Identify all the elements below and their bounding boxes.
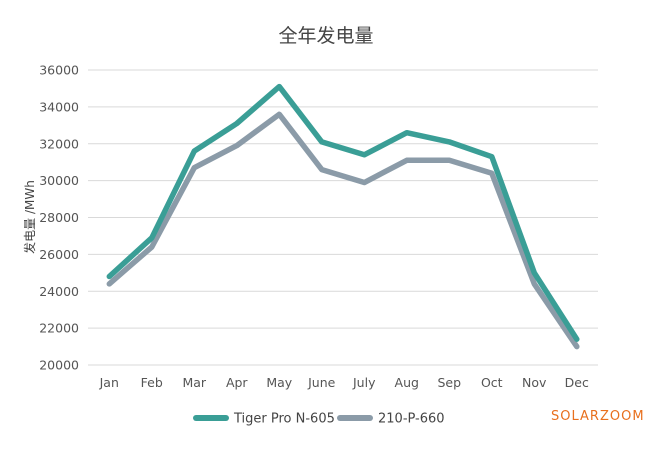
series-lines [106,83,580,350]
x-tick-label: July [352,375,376,390]
series-line [106,83,580,342]
y-tick-label: 36000 [39,63,79,78]
x-tick-label: Aug [395,375,419,390]
y-tick-label: 24000 [39,284,79,299]
x-tick-label: June [307,375,336,390]
x-tick-label: Mar [182,375,206,390]
x-tick-label: Jan [99,375,119,390]
series-line [106,111,580,350]
y-tick-label: 30000 [39,173,79,188]
x-tick-label: May [266,375,292,390]
y-tick-label: 34000 [39,99,79,114]
x-tick-label: Dec [565,375,589,390]
solarzoom-watermark: SOLARZOOM [551,409,645,424]
grid-lines [88,69,598,366]
y-tick-label: 26000 [39,247,79,262]
y-axis-label: 发电量 /MWh [22,180,37,254]
x-tick-label: Nov [522,375,547,390]
y-tick-label: 32000 [39,136,79,151]
legend-label: Tiger Pro N-605 [233,412,335,427]
x-tick-label: Oct [481,375,503,390]
chart-title: 全年发电量 [278,25,373,47]
legend-label: 210-P-660 [378,412,445,427]
x-tick-label: Apr [226,375,248,390]
legend: Tiger Pro N-605 210-P-660 [193,412,445,427]
y-tick-label: 20000 [39,358,79,373]
y-tick-label: 28000 [39,210,79,225]
x-tick-label: Sep [437,375,461,390]
y-tick-label: 22000 [39,321,79,336]
x-tick-labels: Jan Feb Mar Apr May June July Aug Sep Oct Nov Dec [99,375,589,390]
y-tick-labels: 20000 22000 24000 26000 28000 30000 32000 34000… [39,63,79,373]
x-tick-label: Feb [141,375,163,390]
